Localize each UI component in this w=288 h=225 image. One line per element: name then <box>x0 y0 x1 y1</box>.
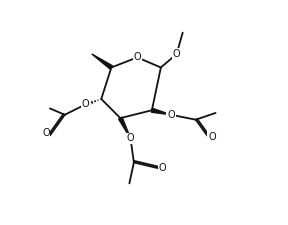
Polygon shape <box>151 108 171 115</box>
Text: O: O <box>42 128 50 138</box>
Polygon shape <box>92 54 113 69</box>
Text: O: O <box>173 49 181 59</box>
Text: O: O <box>159 163 166 173</box>
Text: O: O <box>82 99 89 109</box>
Polygon shape <box>119 117 130 138</box>
Text: O: O <box>167 110 175 120</box>
Text: O: O <box>127 133 134 143</box>
Text: O: O <box>133 52 141 62</box>
Text: O: O <box>208 132 216 142</box>
